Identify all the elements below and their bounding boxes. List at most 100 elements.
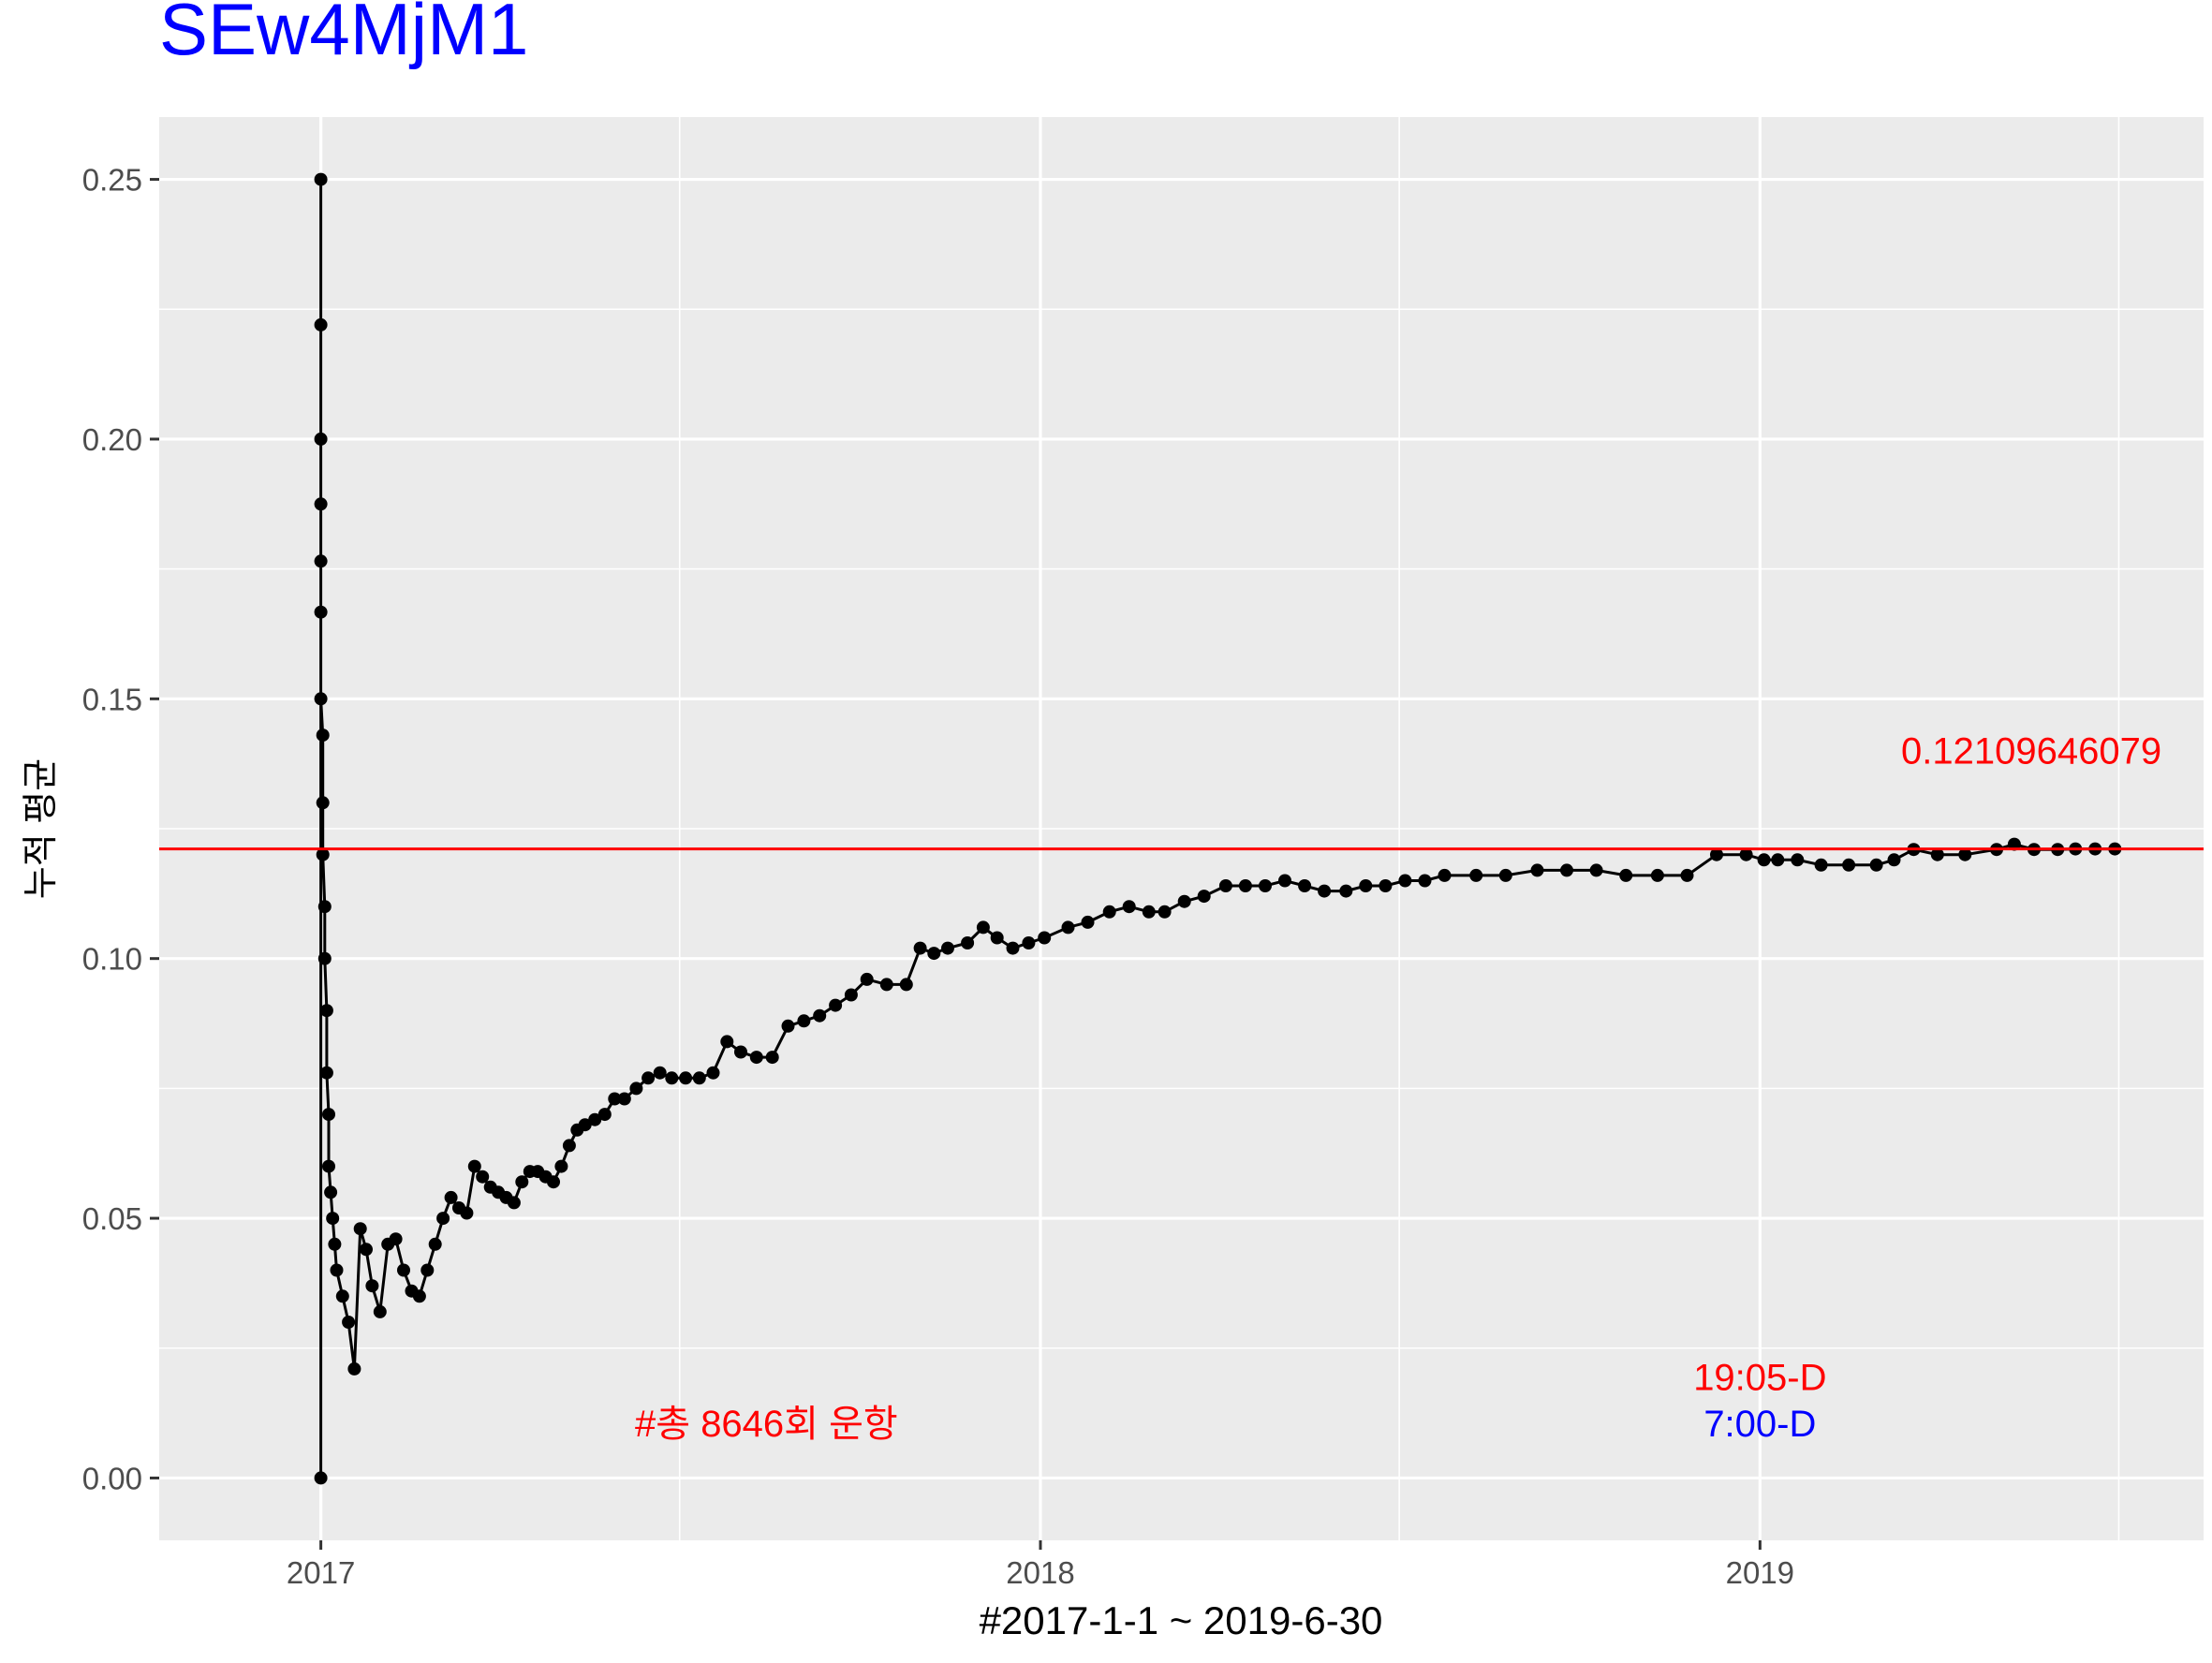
data-point bbox=[1038, 931, 1052, 945]
data-point bbox=[578, 1118, 592, 1132]
annotation-label: 19:05-D bbox=[1693, 1357, 1826, 1398]
data-point bbox=[1589, 863, 1603, 877]
reference-value-label: 0.12109646079 bbox=[1901, 731, 2161, 773]
data-point bbox=[1791, 853, 1805, 867]
data-point bbox=[389, 1232, 403, 1246]
data-point bbox=[436, 1212, 450, 1226]
data-point bbox=[1158, 905, 1172, 919]
data-point bbox=[629, 1082, 643, 1096]
data-point bbox=[353, 1222, 367, 1236]
data-point bbox=[322, 1159, 335, 1173]
data-point bbox=[412, 1289, 426, 1303]
data-point bbox=[324, 1185, 338, 1199]
data-point bbox=[765, 1051, 779, 1065]
data-point bbox=[1498, 868, 1512, 882]
data-point bbox=[420, 1263, 435, 1277]
data-point bbox=[467, 1159, 481, 1173]
data-point bbox=[314, 497, 328, 511]
x-axis-label: #2017-1-1 ~ 2019-6-30 bbox=[980, 1598, 1383, 1642]
data-point bbox=[316, 796, 330, 810]
data-point bbox=[1359, 879, 1373, 892]
data-point bbox=[1339, 884, 1353, 898]
data-point bbox=[1771, 853, 1785, 867]
data-point bbox=[1560, 863, 1573, 877]
data-point bbox=[1142, 905, 1156, 919]
data-point bbox=[1680, 868, 1694, 882]
data-point bbox=[1958, 847, 1972, 861]
data-point bbox=[1438, 868, 1452, 882]
data-point bbox=[319, 1066, 333, 1080]
data-point bbox=[1022, 936, 1036, 949]
data-point bbox=[813, 1008, 827, 1023]
data-point bbox=[1398, 874, 1412, 888]
data-point bbox=[1318, 884, 1332, 898]
data-point bbox=[617, 1092, 631, 1106]
x-tick-label: 2017 bbox=[287, 1555, 355, 1590]
data-point bbox=[781, 1019, 795, 1033]
data-point bbox=[1081, 915, 1095, 929]
data-point bbox=[314, 554, 328, 568]
data-point bbox=[342, 1316, 356, 1329]
data-point bbox=[397, 1263, 410, 1277]
data-point bbox=[899, 978, 913, 992]
annotation-layer: #총 8646회 운항 19:05-D 7:00-D bbox=[635, 1357, 1826, 1445]
x-axis: 2017 2018 2019 bbox=[287, 1540, 1794, 1590]
data-point bbox=[1379, 879, 1393, 892]
y-axis-label: 누적 평균 bbox=[22, 758, 61, 899]
data-point bbox=[860, 972, 874, 986]
data-point bbox=[328, 1237, 342, 1251]
x-tick-label: 2018 bbox=[1006, 1555, 1074, 1590]
data-point bbox=[844, 988, 858, 1002]
data-point bbox=[879, 978, 893, 992]
data-point bbox=[1197, 890, 1211, 904]
data-point bbox=[961, 936, 975, 949]
data-point bbox=[990, 931, 1004, 945]
annotation-label: #총 8646회 운항 bbox=[635, 1404, 898, 1445]
data-point bbox=[316, 847, 330, 861]
reference-layer: 0.12109646079 bbox=[159, 731, 2204, 851]
data-point bbox=[1177, 894, 1191, 908]
data-point bbox=[316, 728, 330, 743]
series-layer bbox=[314, 172, 2122, 1485]
data-point bbox=[1218, 879, 1232, 892]
data-point bbox=[1278, 874, 1291, 888]
data-point bbox=[2007, 837, 2021, 851]
data-point bbox=[1930, 847, 1944, 861]
data-point bbox=[976, 920, 990, 935]
data-point bbox=[653, 1066, 667, 1080]
data-point bbox=[1530, 863, 1544, 877]
data-point bbox=[554, 1159, 568, 1173]
data-point bbox=[1814, 858, 1828, 872]
data-point bbox=[319, 1004, 333, 1018]
data-point bbox=[314, 172, 328, 186]
data-point bbox=[1006, 941, 1020, 955]
data-point bbox=[829, 998, 843, 1012]
data-point bbox=[1650, 868, 1664, 882]
data-point bbox=[1869, 858, 1883, 872]
data-point bbox=[1842, 858, 1856, 872]
data-point bbox=[314, 605, 328, 619]
data-point bbox=[1619, 868, 1633, 882]
data-point bbox=[1122, 900, 1136, 914]
y-tick-label: 0.15 bbox=[82, 682, 142, 716]
data-point bbox=[1259, 879, 1272, 892]
y-axis: 0.00 0.05 0.10 0.15 0.20 0.25 bbox=[82, 163, 159, 1495]
data-point bbox=[562, 1139, 576, 1153]
y-tick-label: 0.05 bbox=[82, 1201, 142, 1236]
data-point bbox=[314, 692, 328, 706]
data-point bbox=[373, 1304, 387, 1318]
y-tick-label: 0.20 bbox=[82, 422, 142, 457]
chart-title: SEw4MjM1 bbox=[159, 0, 528, 70]
data-point bbox=[692, 1071, 706, 1085]
data-point bbox=[314, 1471, 328, 1485]
y-tick-label: 0.00 bbox=[82, 1461, 142, 1495]
y-tick-label: 0.10 bbox=[82, 942, 142, 977]
data-point bbox=[1739, 847, 1753, 861]
data-point bbox=[1710, 847, 1723, 861]
data-point bbox=[326, 1212, 340, 1226]
data-point bbox=[1418, 874, 1432, 888]
data-point bbox=[1061, 920, 1075, 935]
data-point bbox=[444, 1190, 458, 1204]
